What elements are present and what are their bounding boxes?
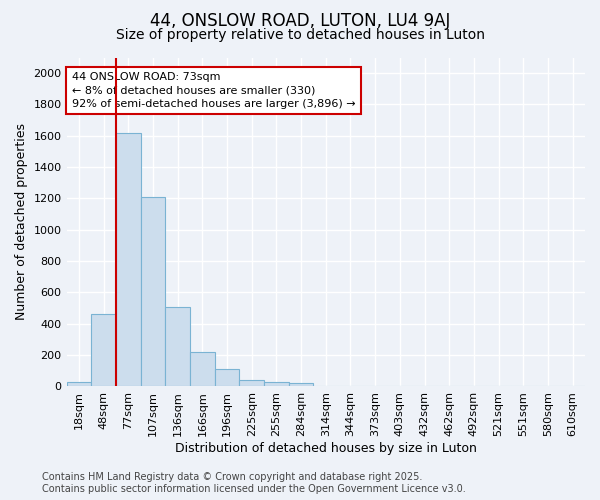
Bar [289, 384, 313, 386]
Y-axis label: Number of detached properties: Number of detached properties [15, 124, 28, 320]
Bar [190, 352, 215, 386]
Bar [67, 382, 91, 386]
Bar [140, 197, 165, 386]
Text: 44 ONSLOW ROAD: 73sqm
← 8% of detached houses are smaller (330)
92% of semi-deta: 44 ONSLOW ROAD: 73sqm ← 8% of detached h… [72, 72, 355, 108]
X-axis label: Distribution of detached houses by size in Luton: Distribution of detached houses by size … [175, 442, 477, 455]
Bar [239, 380, 264, 386]
Text: Contains HM Land Registry data © Crown copyright and database right 2025.
Contai: Contains HM Land Registry data © Crown c… [42, 472, 466, 494]
Bar [91, 314, 116, 386]
Bar [165, 306, 190, 386]
Text: Size of property relative to detached houses in Luton: Size of property relative to detached ho… [115, 28, 485, 42]
Text: 44, ONSLOW ROAD, LUTON, LU4 9AJ: 44, ONSLOW ROAD, LUTON, LU4 9AJ [150, 12, 450, 30]
Bar [215, 369, 239, 386]
Bar [264, 382, 289, 386]
Bar [116, 132, 140, 386]
